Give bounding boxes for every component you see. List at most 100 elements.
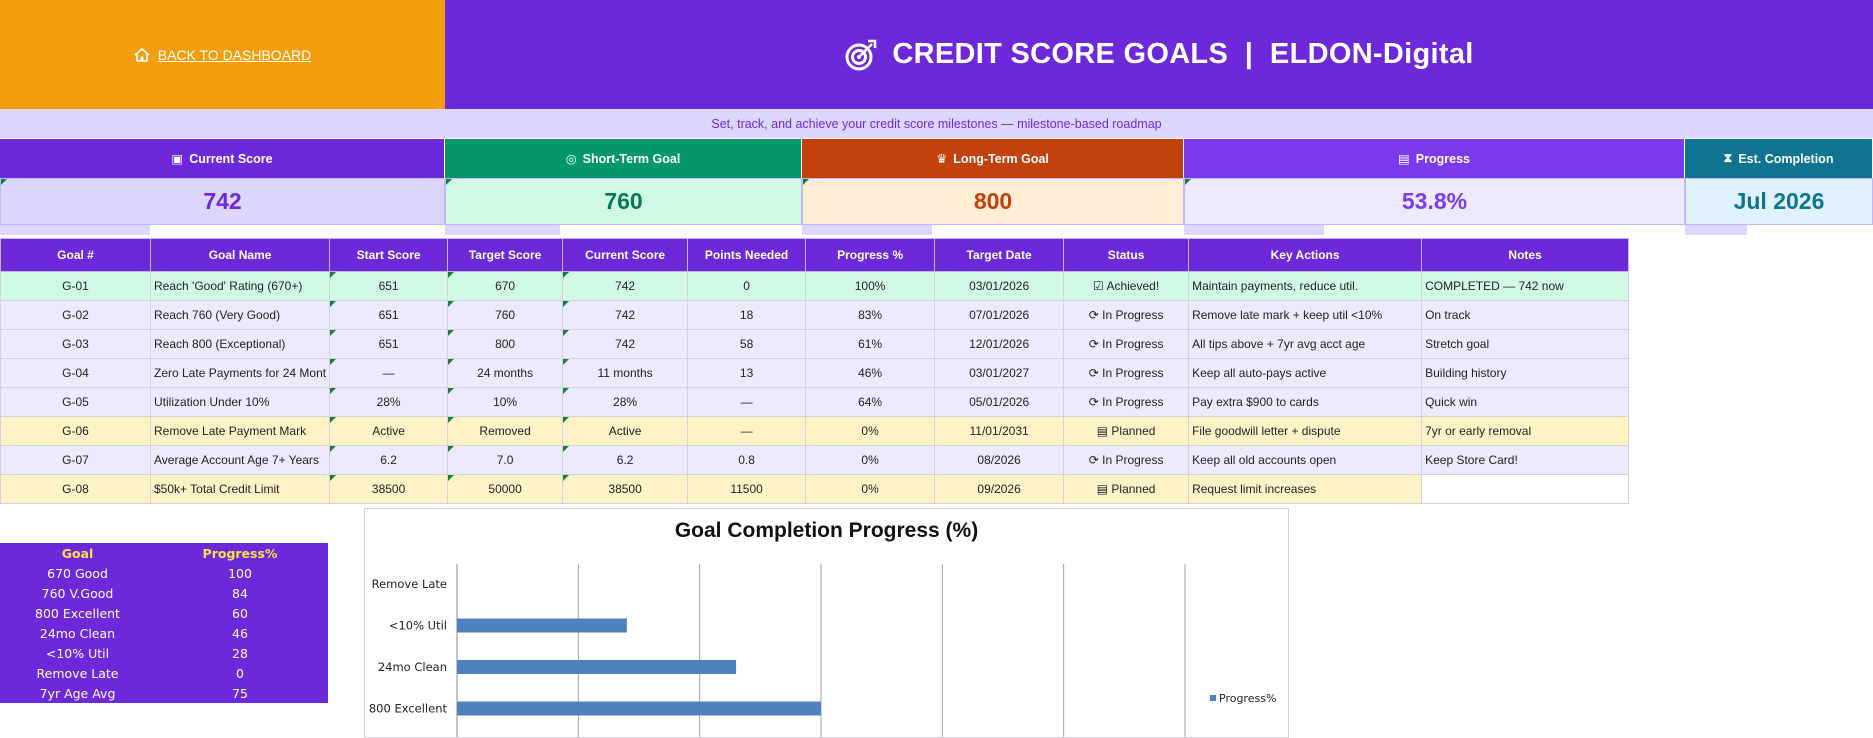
notes-cell[interactable]: Quick win bbox=[1421, 387, 1630, 417]
goal-name-cell[interactable]: Reach 760 (Very Good) bbox=[149, 300, 331, 330]
key-actions-cell[interactable]: Pay extra $900 to cards bbox=[1188, 387, 1423, 417]
column-header[interactable]: Goal Name bbox=[149, 238, 331, 272]
points-needed-cell[interactable]: 13 bbox=[687, 358, 807, 388]
column-header[interactable]: Start Score bbox=[329, 238, 449, 272]
points-needed-cell[interactable]: — bbox=[687, 387, 807, 417]
target-date-cell[interactable]: 09/2026 bbox=[934, 474, 1065, 504]
current-score-cell[interactable]: Active bbox=[562, 416, 689, 446]
key-actions-cell[interactable]: Keep all old accounts open bbox=[1188, 445, 1423, 475]
start-score-cell[interactable]: 38500 bbox=[329, 474, 449, 504]
progress-cell[interactable]: 46% bbox=[805, 358, 936, 388]
start-score-cell[interactable]: 651 bbox=[329, 271, 449, 301]
notes-cell[interactable]: 7yr or early removal bbox=[1421, 416, 1630, 446]
target-score-cell[interactable]: 10% bbox=[447, 387, 564, 417]
start-score-cell[interactable]: 6.2 bbox=[329, 445, 449, 475]
notes-cell[interactable]: Keep Store Card! bbox=[1421, 445, 1630, 475]
progress-cell[interactable]: 83% bbox=[805, 300, 936, 330]
goal-id-cell[interactable]: G-03 bbox=[0, 329, 151, 359]
status-cell[interactable]: ⟳ In Progress bbox=[1063, 300, 1190, 330]
bar[interactable] bbox=[457, 618, 627, 633]
points-needed-cell[interactable]: 58 bbox=[687, 329, 807, 359]
column-header[interactable]: Notes bbox=[1421, 238, 1630, 272]
current-score-cell[interactable]: 28% bbox=[562, 387, 689, 417]
goal-progress-chart[interactable]: Goal Completion Progress (%) Remove Late… bbox=[364, 508, 1289, 738]
points-needed-cell[interactable]: — bbox=[687, 416, 807, 446]
goal-id-cell[interactable]: G-08 bbox=[0, 474, 151, 504]
goal-id-cell[interactable]: G-05 bbox=[0, 387, 151, 417]
target-date-cell[interactable]: 12/01/2026 bbox=[934, 329, 1065, 359]
status-cell[interactable]: ▤ Planned bbox=[1063, 416, 1190, 446]
target-date-cell[interactable]: 05/01/2026 bbox=[934, 387, 1065, 417]
notes-cell[interactable] bbox=[1421, 474, 1630, 504]
key-actions-cell[interactable]: Maintain payments, reduce util. bbox=[1188, 271, 1423, 301]
progress-cell[interactable]: 0% bbox=[805, 445, 936, 475]
status-cell[interactable]: ⟳ In Progress bbox=[1063, 358, 1190, 388]
start-score-cell[interactable]: 651 bbox=[329, 329, 449, 359]
target-date-cell[interactable]: 03/01/2026 bbox=[934, 271, 1065, 301]
goal-name-cell[interactable]: Zero Late Payments for 24 Mont bbox=[149, 358, 331, 388]
target-score-cell[interactable]: 7.0 bbox=[447, 445, 564, 475]
back-to-dashboard-link[interactable]: BACK TO DASHBOARD bbox=[134, 47, 311, 63]
column-header[interactable]: Progress % bbox=[805, 238, 936, 272]
key-actions-cell[interactable]: File goodwill letter + dispute bbox=[1188, 416, 1423, 446]
target-score-cell[interactable]: 800 bbox=[447, 329, 564, 359]
target-date-cell[interactable]: 08/2026 bbox=[934, 445, 1065, 475]
key-actions-cell[interactable]: All tips above + 7yr avg acct age bbox=[1188, 329, 1423, 359]
current-score-cell[interactable]: 742 bbox=[562, 329, 689, 359]
bar[interactable] bbox=[457, 660, 737, 674]
current-score-cell[interactable]: 38500 bbox=[562, 474, 689, 504]
goal-id-cell[interactable]: G-04 bbox=[0, 358, 151, 388]
points-needed-cell[interactable]: 18 bbox=[687, 300, 807, 330]
status-cell[interactable]: ▤ Planned bbox=[1063, 474, 1190, 504]
goal-name-cell[interactable]: Reach 800 (Exceptional) bbox=[149, 329, 331, 359]
target-score-cell[interactable]: Removed bbox=[447, 416, 564, 446]
key-actions-cell[interactable]: Request limit increases bbox=[1188, 474, 1423, 504]
goal-name-cell[interactable]: Remove Late Payment Mark bbox=[149, 416, 331, 446]
progress-cell[interactable]: 0% bbox=[805, 416, 936, 446]
bar[interactable] bbox=[457, 701, 821, 716]
current-score-cell[interactable]: 6.2 bbox=[562, 445, 689, 475]
start-score-cell[interactable]: 651 bbox=[329, 300, 449, 330]
start-score-cell[interactable]: 28% bbox=[329, 387, 449, 417]
target-score-cell[interactable]: 24 months bbox=[447, 358, 564, 388]
current-score-cell[interactable]: 742 bbox=[562, 271, 689, 301]
points-needed-cell[interactable]: 0 bbox=[687, 271, 807, 301]
goal-name-cell[interactable]: $50k+ Total Credit Limit bbox=[149, 474, 331, 504]
target-score-cell[interactable]: 760 bbox=[447, 300, 564, 330]
goal-id-cell[interactable]: G-01 bbox=[0, 271, 151, 301]
status-cell[interactable]: ⟳ In Progress bbox=[1063, 445, 1190, 475]
progress-cell[interactable]: 0% bbox=[805, 474, 936, 504]
column-header[interactable]: Points Needed bbox=[687, 238, 807, 272]
progress-cell[interactable]: 100% bbox=[805, 271, 936, 301]
status-cell[interactable]: ⟳ In Progress bbox=[1063, 329, 1190, 359]
column-header[interactable]: Goal # bbox=[0, 238, 151, 272]
start-score-cell[interactable]: — bbox=[329, 358, 449, 388]
start-score-cell[interactable]: Active bbox=[329, 416, 449, 446]
notes-cell[interactable]: Building history bbox=[1421, 358, 1630, 388]
column-header[interactable]: Target Score bbox=[447, 238, 564, 272]
key-actions-cell[interactable]: Remove late mark + keep util <10% bbox=[1188, 300, 1423, 330]
column-header[interactable]: Current Score bbox=[562, 238, 689, 272]
points-needed-cell[interactable]: 11500 bbox=[687, 474, 807, 504]
target-score-cell[interactable]: 670 bbox=[447, 271, 564, 301]
notes-cell[interactable]: On track bbox=[1421, 300, 1630, 330]
target-date-cell[interactable]: 03/01/2027 bbox=[934, 358, 1065, 388]
progress-cell[interactable]: 64% bbox=[805, 387, 936, 417]
notes-cell[interactable]: COMPLETED — 742 now bbox=[1421, 271, 1630, 301]
column-header[interactable]: Key Actions bbox=[1188, 238, 1423, 272]
status-cell[interactable]: ☑ Achieved! bbox=[1063, 271, 1190, 301]
status-cell[interactable]: ⟳ In Progress bbox=[1063, 387, 1190, 417]
target-date-cell[interactable]: 07/01/2026 bbox=[934, 300, 1065, 330]
goal-name-cell[interactable]: Average Account Age 7+ Years bbox=[149, 445, 331, 475]
goal-name-cell[interactable]: Reach 'Good' Rating (670+) bbox=[149, 271, 331, 301]
target-score-cell[interactable]: 50000 bbox=[447, 474, 564, 504]
notes-cell[interactable]: Stretch goal bbox=[1421, 329, 1630, 359]
progress-cell[interactable]: 61% bbox=[805, 329, 936, 359]
current-score-cell[interactable]: 742 bbox=[562, 300, 689, 330]
key-actions-cell[interactable]: Keep all auto-pays active bbox=[1188, 358, 1423, 388]
goal-name-cell[interactable]: Utilization Under 10% bbox=[149, 387, 331, 417]
goal-id-cell[interactable]: G-06 bbox=[0, 416, 151, 446]
target-date-cell[interactable]: 11/01/2031 bbox=[934, 416, 1065, 446]
points-needed-cell[interactable]: 0.8 bbox=[687, 445, 807, 475]
goal-id-cell[interactable]: G-02 bbox=[0, 300, 151, 330]
